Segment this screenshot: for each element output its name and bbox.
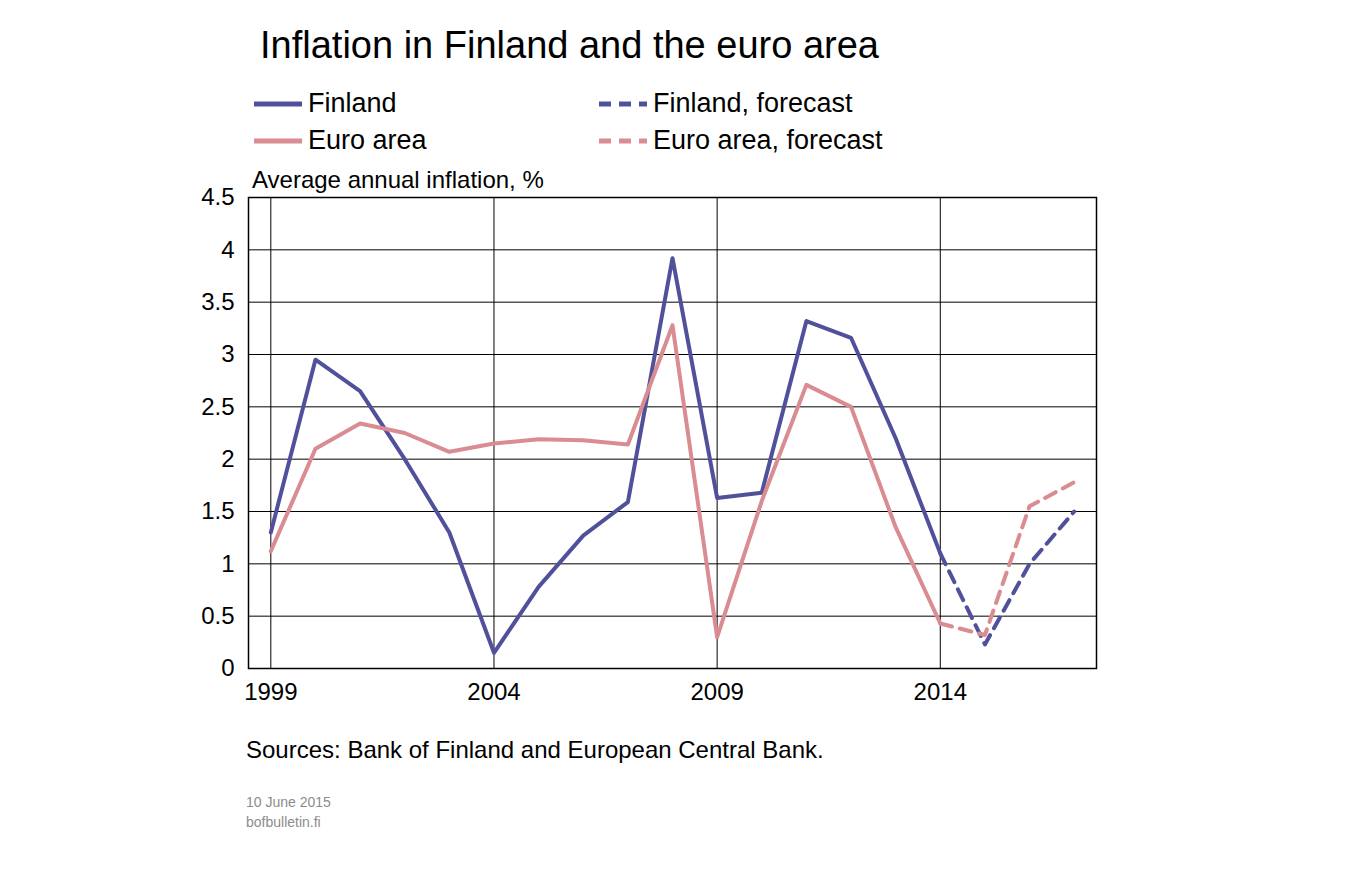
svg-text:1.5: 1.5 xyxy=(201,497,234,524)
html-text:Euro area, forecast: Euro area, forecast xyxy=(653,125,883,155)
svg-text:2014: 2014 xyxy=(914,678,967,705)
svg-text:0.5: 0.5 xyxy=(201,602,234,629)
svg-text:3.5: 3.5 xyxy=(201,288,234,315)
svg-text:2009: 2009 xyxy=(690,678,743,705)
svg-text:2004: 2004 xyxy=(467,678,520,705)
svg-text:2: 2 xyxy=(221,445,234,472)
svg-text:4.5: 4.5 xyxy=(201,183,234,210)
svg-text:3: 3 xyxy=(221,340,234,367)
html-text:bofbulletin.fi: bofbulletin.fi xyxy=(246,814,321,830)
html-text:Finland, forecast: Finland, forecast xyxy=(653,88,853,118)
html-text:10 June 2015: 10 June 2015 xyxy=(246,794,331,810)
html-text:Inflation in Finland and the e: Inflation in Finland and the euro area xyxy=(260,24,879,66)
svg-text:0: 0 xyxy=(221,654,234,681)
html-text:Euro area: Euro area xyxy=(308,125,427,155)
svg-text:2.5: 2.5 xyxy=(201,393,234,420)
html-text:Finland: Finland xyxy=(308,88,397,118)
html-text:Sources: Bank of Finland and E: Sources: Bank of Finland and European Ce… xyxy=(246,736,824,763)
svg-text:4: 4 xyxy=(221,236,234,263)
svg-text:1: 1 xyxy=(221,550,234,577)
svg-text:1999: 1999 xyxy=(244,678,297,705)
html-text:Average annual inflation, %: Average annual inflation, % xyxy=(252,166,544,193)
